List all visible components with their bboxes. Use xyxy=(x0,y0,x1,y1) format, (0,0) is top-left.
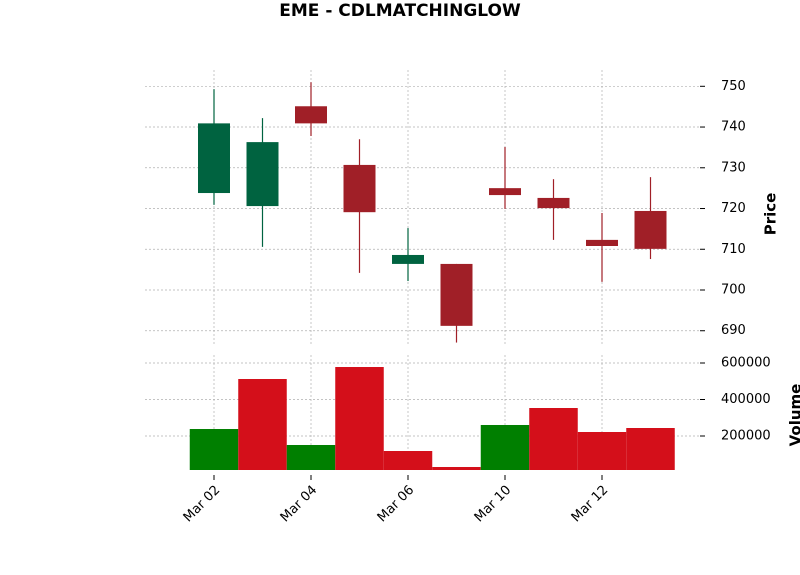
volume-bar xyxy=(238,379,287,470)
y-tick-label: 730 xyxy=(721,160,746,175)
candle-body xyxy=(198,123,230,194)
volume-bar xyxy=(189,429,239,470)
x-tick-label: Mar 12 xyxy=(569,483,612,526)
volume-bar xyxy=(383,451,433,470)
y-tick-label: 600000 xyxy=(721,355,771,370)
x-tick-label: Mar 02 xyxy=(181,483,224,526)
y-tick-label: 700 xyxy=(721,283,746,298)
volume-bar xyxy=(432,467,481,470)
x-tick-label: Mar 06 xyxy=(375,483,418,526)
candle-body xyxy=(246,142,279,207)
y-tick-label: 750 xyxy=(721,79,746,94)
volume-bar xyxy=(286,444,336,470)
y-tick-label: 720 xyxy=(721,201,746,216)
chart-title: EME - CDLMATCHINGLOW xyxy=(279,1,521,21)
y-tick-label: 740 xyxy=(721,120,746,135)
x-tick-label: Mar 04 xyxy=(278,483,321,526)
y-tick-label: 710 xyxy=(721,242,746,257)
x-tick-label: Mar 10 xyxy=(472,483,515,526)
candle-body xyxy=(343,164,376,213)
candle-body xyxy=(634,210,667,249)
candle-body xyxy=(440,263,473,326)
candle-body xyxy=(392,254,424,264)
volume-bar xyxy=(529,408,578,470)
volume-axis-label: Volume xyxy=(787,384,800,447)
volume-bar xyxy=(480,424,530,470)
y-tick-label: 200000 xyxy=(721,428,771,443)
volume-bar xyxy=(577,432,627,470)
price-axis-label: Price xyxy=(762,193,780,236)
candle-body xyxy=(295,106,327,124)
candle-body xyxy=(586,239,618,246)
y-tick-label: 400000 xyxy=(721,392,771,407)
candle-body xyxy=(537,197,570,209)
candle-body xyxy=(489,188,521,196)
volume-bar xyxy=(626,428,675,470)
y-tick-label: 690 xyxy=(721,323,746,338)
volume-bar xyxy=(335,367,384,470)
